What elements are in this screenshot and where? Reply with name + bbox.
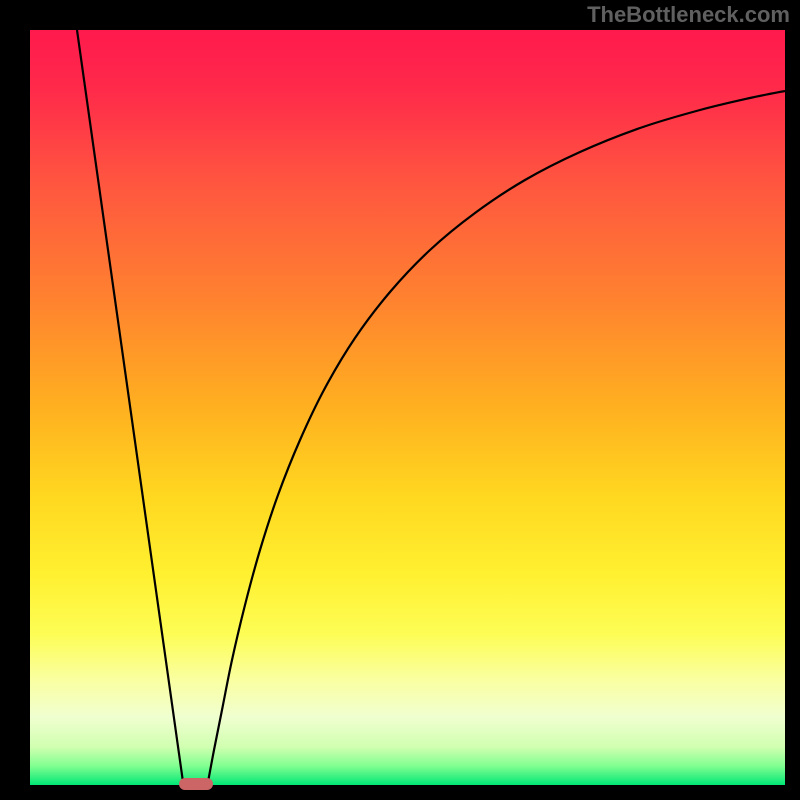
bottleneck-marker: [179, 778, 213, 790]
watermark-text: TheBottleneck.com: [587, 2, 790, 28]
gradient-background: [30, 30, 785, 785]
plot-area: [30, 30, 785, 785]
plot-svg: [30, 30, 785, 785]
chart-container: TheBottleneck.com: [0, 0, 800, 800]
